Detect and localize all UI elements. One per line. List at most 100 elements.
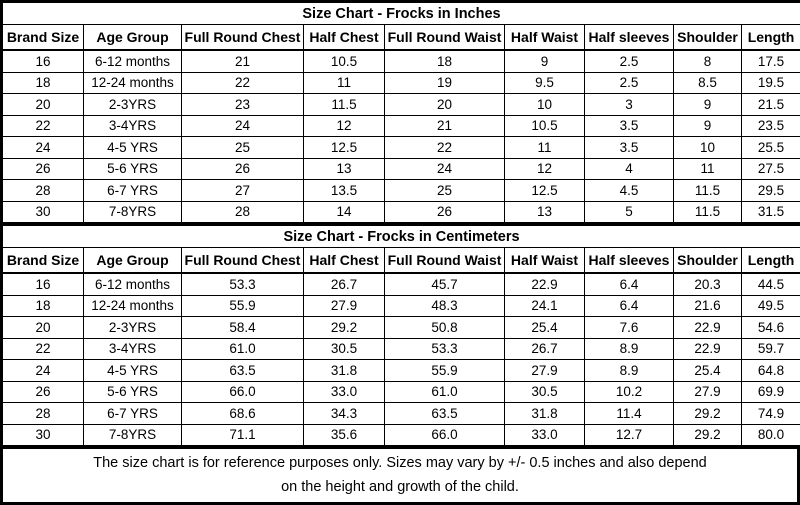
data-cell: 10 <box>505 94 585 116</box>
data-cell: 11.5 <box>674 201 742 224</box>
data-cell: 7-8YRS <box>84 201 182 224</box>
data-cell: 48.3 <box>385 295 505 317</box>
data-cell: 8.5 <box>674 72 742 94</box>
data-cell: 7-8YRS <box>84 424 182 447</box>
data-cell: 27 <box>182 180 304 202</box>
column-header: Shoulder <box>674 25 742 51</box>
data-cell: 33.0 <box>304 381 385 403</box>
data-cell: 26 <box>182 158 304 180</box>
data-cell: 12.7 <box>585 424 674 447</box>
data-cell: 71.1 <box>182 424 304 447</box>
data-cell: 21.5 <box>742 94 800 116</box>
data-cell: 6.4 <box>585 295 674 317</box>
data-cell: 22.9 <box>674 338 742 360</box>
data-cell: 19.5 <box>742 72 800 94</box>
data-cell: 31.5 <box>742 201 800 224</box>
column-header: Age Group <box>84 25 182 51</box>
data-cell: 12-24 months <box>84 72 182 94</box>
data-cell: 26 <box>2 381 84 403</box>
data-cell: 68.6 <box>182 403 304 425</box>
data-cell: 55.9 <box>385 360 505 382</box>
data-cell: 9 <box>505 50 585 72</box>
data-cell: 10 <box>674 137 742 159</box>
data-cell: 29.2 <box>674 403 742 425</box>
data-cell: 9 <box>674 94 742 116</box>
data-cell: 59.7 <box>742 338 800 360</box>
data-cell: 3-4YRS <box>84 115 182 137</box>
data-cell: 27.5 <box>742 158 800 180</box>
data-cell: 16 <box>2 273 84 295</box>
data-cell: 23.5 <box>742 115 800 137</box>
data-cell: 10.5 <box>304 50 385 72</box>
data-cell: 22 <box>2 115 84 137</box>
data-cell: 8.9 <box>585 360 674 382</box>
column-header: Half Waist <box>505 25 585 51</box>
data-cell: 25 <box>182 137 304 159</box>
data-cell: 28 <box>2 180 84 202</box>
data-cell: 34.3 <box>304 403 385 425</box>
column-header: Age Group <box>84 248 182 274</box>
data-cell: 5-6 YRS <box>84 381 182 403</box>
data-cell: 53.3 <box>385 338 505 360</box>
data-cell: 49.5 <box>742 295 800 317</box>
data-cell: 8 <box>674 50 742 72</box>
data-cell: 29.2 <box>304 317 385 339</box>
data-cell: 28 <box>182 201 304 224</box>
data-cell: 7.6 <box>585 317 674 339</box>
data-cell: 6.4 <box>585 273 674 295</box>
data-cell: 20 <box>2 317 84 339</box>
data-cell: 61.0 <box>385 381 505 403</box>
column-header: Half Chest <box>304 248 385 274</box>
footer-text-line-2: on the height and growth of the child. <box>3 475 797 499</box>
data-cell: 13 <box>505 201 585 224</box>
data-cell: 22 <box>2 338 84 360</box>
data-cell: 30.5 <box>304 338 385 360</box>
data-cell: 5-6 YRS <box>84 158 182 180</box>
data-cell: 2-3YRS <box>84 94 182 116</box>
data-cell: 26 <box>385 201 505 224</box>
data-cell: 27.9 <box>674 381 742 403</box>
data-cell: 31.8 <box>505 403 585 425</box>
column-header: Full Round Chest <box>182 248 304 274</box>
data-cell: 24 <box>385 158 505 180</box>
data-cell: 20.3 <box>674 273 742 295</box>
column-header: Full Round Chest <box>182 25 304 51</box>
data-cell: 6-7 YRS <box>84 180 182 202</box>
table-title: Size Chart - Frocks in Centimeters <box>2 225 800 248</box>
data-cell: 24 <box>2 360 84 382</box>
data-cell: 13.5 <box>304 180 385 202</box>
data-cell: 22.9 <box>505 273 585 295</box>
column-header: Length <box>742 25 800 51</box>
data-cell: 64.8 <box>742 360 800 382</box>
data-cell: 25 <box>385 180 505 202</box>
data-cell: 24 <box>182 115 304 137</box>
data-cell: 6-12 months <box>84 273 182 295</box>
data-cell: 69.9 <box>742 381 800 403</box>
data-cell: 30.5 <box>505 381 585 403</box>
table-title-row: Size Chart - Frocks in Inches <box>2 2 800 25</box>
data-cell: 23 <box>182 94 304 116</box>
data-cell: 22.9 <box>674 317 742 339</box>
data-cell: 74.9 <box>742 403 800 425</box>
data-cell: 4.5 <box>585 180 674 202</box>
data-cell: 44.5 <box>742 273 800 295</box>
footer-note: The size chart is for reference purposes… <box>0 446 800 505</box>
data-cell: 35.6 <box>304 424 385 447</box>
data-cell: 55.9 <box>182 295 304 317</box>
column-header: Length <box>742 248 800 274</box>
data-cell: 61.0 <box>182 338 304 360</box>
